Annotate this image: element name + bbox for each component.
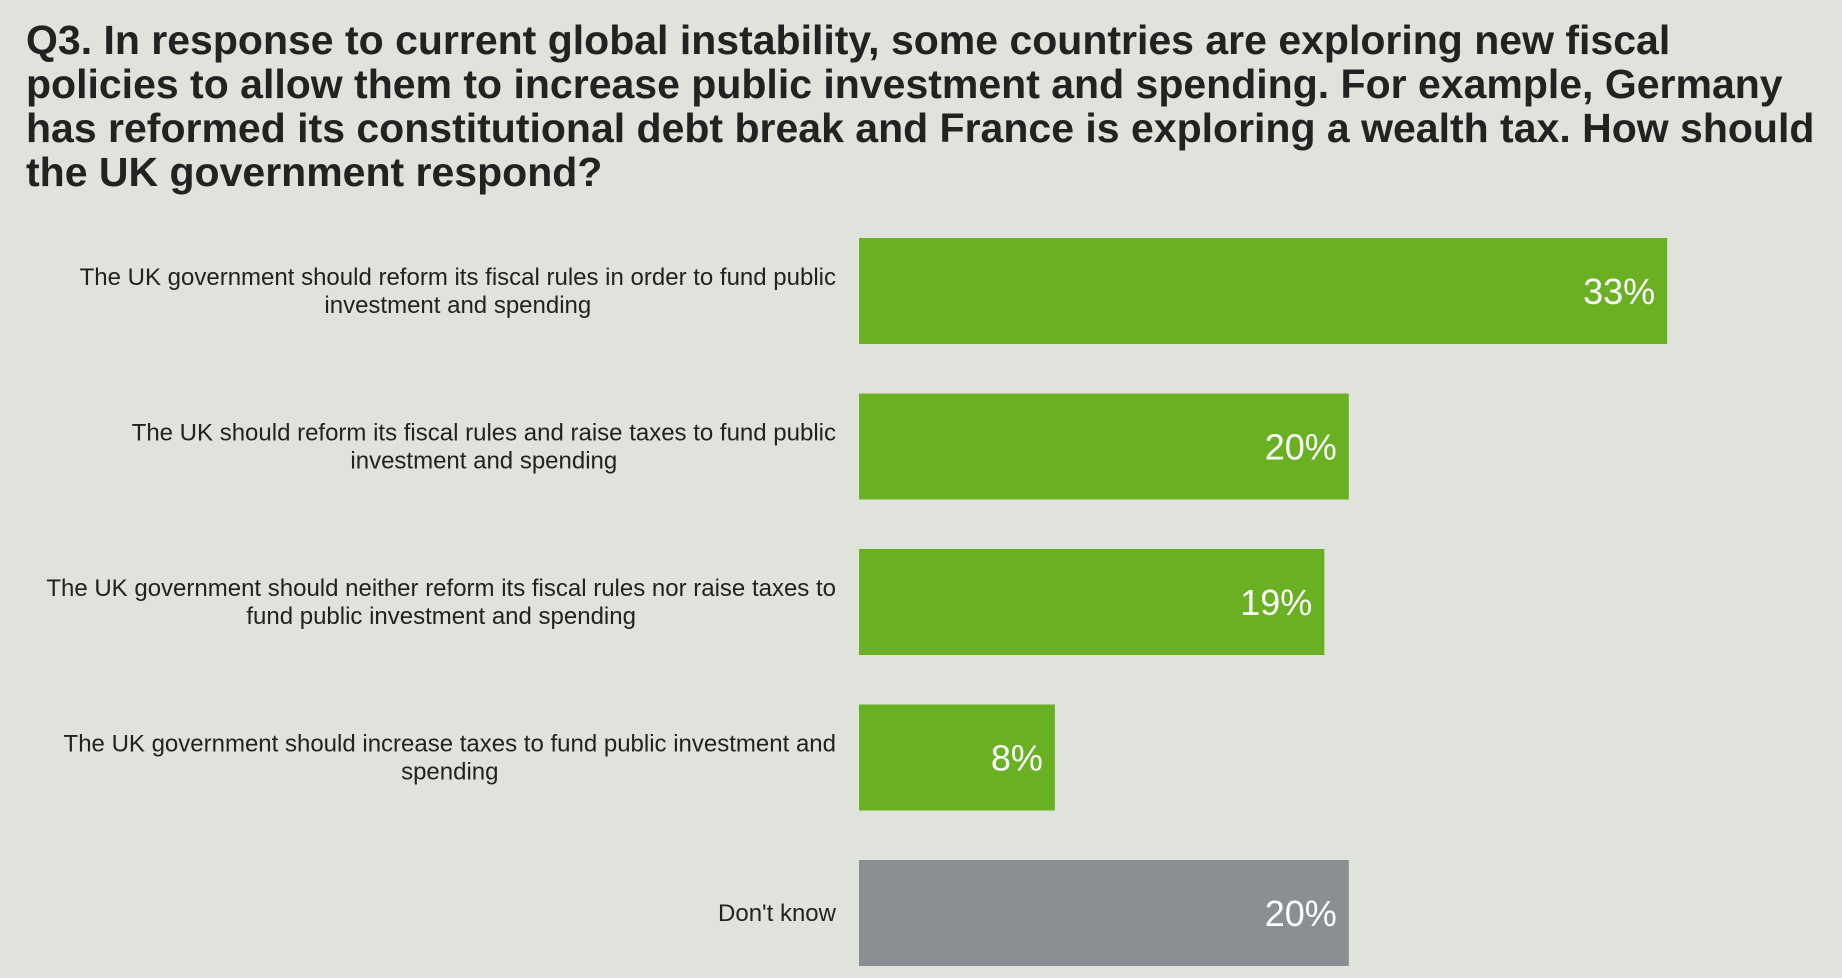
category-label-3-line-2: fund public investment and spending — [246, 603, 636, 630]
bar-value-label-4: 8% — [991, 738, 1043, 779]
bar-value-label-1: 33% — [1583, 271, 1655, 312]
question-title: Q3. In response to current global instab… — [26, 17, 1815, 195]
category-label-4-line-1: The UK government should increase taxes … — [64, 731, 836, 758]
bar-1 — [859, 238, 1668, 344]
bar-2 — [859, 393, 1349, 500]
category-label-4-line-2: spending — [401, 759, 498, 786]
category-label-2-line-1: The UK should reform its fiscal rules an… — [132, 420, 836, 447]
bar-value-label-5: 20% — [1265, 893, 1337, 934]
bar-5 — [859, 860, 1349, 966]
category-label-5-line-1: Don't know — [718, 900, 837, 927]
category-label-1-line-2: investment and spending — [324, 292, 591, 319]
bar-value-label-3: 19% — [1240, 582, 1312, 623]
bar-4 — [859, 704, 1055, 811]
bar-value-label-2: 20% — [1265, 427, 1337, 468]
category-label-3-line-1: The UK government should neither reform … — [46, 575, 836, 602]
bar-3 — [859, 549, 1325, 655]
category-label-1-line-1: The UK government should reform its fisc… — [80, 264, 836, 291]
category-label-2-line-2: investment and spending — [350, 448, 617, 475]
